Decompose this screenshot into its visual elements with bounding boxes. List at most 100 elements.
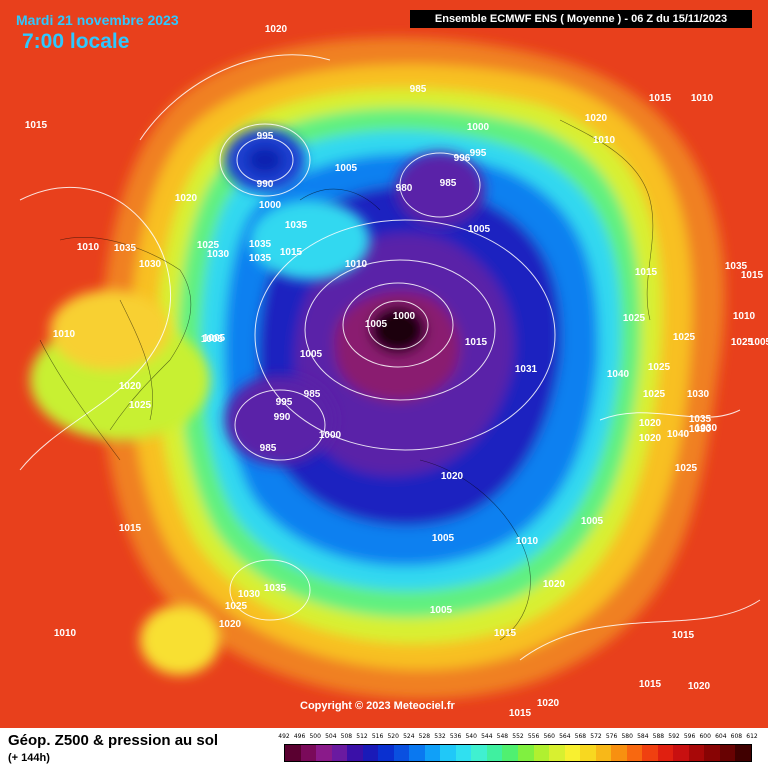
pressure-label: 990 [274,412,291,423]
pressure-label: 1005 [430,605,453,616]
pressure-label: 1035 [689,414,712,425]
color-scale-label: 604 [715,733,727,740]
pressure-label: 1025 [648,362,671,373]
color-scale-label: 568 [574,733,587,740]
pressure-label: 985 [410,84,427,95]
pressure-label: 985 [440,178,457,189]
color-scale-swatch [393,745,410,761]
color-scale-swatch [595,745,612,761]
pressure-label: 1010 [54,628,77,639]
pressure-label: 1035 [285,220,308,231]
color-scale-swatch [688,745,705,761]
color-scale-swatch [455,745,472,761]
color-scale-labels: 492 496 500 504 508 512 516 520 524 528 532 536 540 5… [278,733,757,743]
pressure-label: 1035 [264,583,287,594]
color-scale-swatch [673,745,689,761]
color-scale-label: 596 [683,733,696,740]
pressure-label: 1005 [581,516,604,527]
color-scale-label: 516 [371,733,384,740]
pressure-label: 1015 [119,523,142,534]
color-scale-swatch [502,745,518,761]
color-scale-label: 556 [527,733,540,740]
pressure-label: 1030 [207,249,230,260]
color-scale-label: 544 [481,733,493,740]
pressure-label: 1030 [695,423,718,434]
pressure-label: 1030 [238,589,261,600]
pressure-label: 1020 [175,193,198,204]
color-scale-swatch [347,745,363,761]
color-scale-label: 588 [652,733,665,740]
color-scale-swatch [409,745,425,761]
color-scale-swatch [735,745,751,761]
footer-subtitle: (+ 144h) [8,752,50,764]
pressure-label: 1025 [731,337,754,348]
pressure-label: 1030 [139,259,162,270]
pressure-label: 1000 [393,311,416,322]
pressure-label: 1010 [77,242,100,253]
pressure-label: 1015 [639,679,662,690]
pressure-label: 1015 [494,628,517,639]
footer-panel: Géop. Z500 & pression au sol (+ 144h) 49… [0,728,768,768]
pressure-label: 1020 [585,113,608,124]
pressure-label: 1020 [537,698,560,709]
pressure-label: 1025 [623,313,646,324]
color-scale-swatch [533,745,550,761]
run-info: Ensemble ECMWF ENS ( Moyenne ) - 06 Z du… [410,10,752,28]
coastlines [39,119,654,641]
pressure-label: 1000 [319,430,342,441]
footer-title: Géop. Z500 & pression au sol [8,732,219,749]
color-scale-label: 504 [325,733,337,740]
color-scale-swatch [424,745,441,761]
pressure-label: 1025 [225,601,248,612]
color-scale-swatch [704,745,720,761]
color-scale-label: 572 [590,733,602,740]
pressure-label: 1020 [543,579,566,590]
color-scale-label: 576 [605,733,618,740]
pressure-label: 1015 [25,120,48,131]
pressure-label: 990 [257,179,274,190]
pressure-label: 1035 [249,239,272,250]
color-scale-label: 520 [387,733,399,740]
pressure-label: 1015 [649,93,672,104]
pressure-label: 1010 [345,259,368,270]
color-scale-label: 524 [403,733,415,740]
color-scale-swatch [564,745,581,761]
color-scale-swatch [719,745,736,761]
pressure-label: 985 [260,443,277,454]
pressure-label: 1040 [667,429,690,440]
pressure-label: 1020 [119,381,142,392]
pressure-label: 1020 [688,681,711,692]
pressure-label: 1015 [741,270,764,281]
color-scale-label: 536 [449,733,462,740]
color-scale-swatch [549,745,565,761]
pressure-label: 1030 [689,424,712,435]
color-scale-label: 612 [746,733,758,740]
pressure-label: 1000 [259,200,282,211]
pressure-label: 1035 [249,253,272,264]
color-scale-swatch [626,745,643,761]
color-scale-label: 608 [730,733,743,740]
color-scale-swatch [362,745,379,761]
pressure-label: 1025 [675,463,698,474]
pressure-label: 1015 [280,247,303,258]
secondary-features [30,128,485,675]
pressure-label: 1010 [516,536,539,547]
pressure-label: 1010 [691,93,714,104]
color-scale-swatch [378,745,394,761]
pressure-label: 1025 [673,332,696,343]
pressure-label: 1015 [635,267,658,278]
pressure-label: 985 [304,389,321,400]
color-scale-swatch [580,745,596,761]
copyright: Copyright © 2023 Meteociel.fr [300,700,455,712]
pressure-label: 1010 [53,329,76,340]
color-scale-label: 500 [309,733,321,740]
color-scale-swatch [486,745,503,761]
pressure-label: 1005 [468,224,491,235]
pressure-label: 1030 [687,389,710,400]
date-label: Mardi 21 novembre 2023 [16,12,179,28]
color-scale-swatch [642,745,658,761]
pressure-label: 1031 [515,364,538,375]
color-scale-swatch [657,745,674,761]
pressure-label: 1025 [197,240,220,251]
pressure-label: 995 [470,148,487,159]
